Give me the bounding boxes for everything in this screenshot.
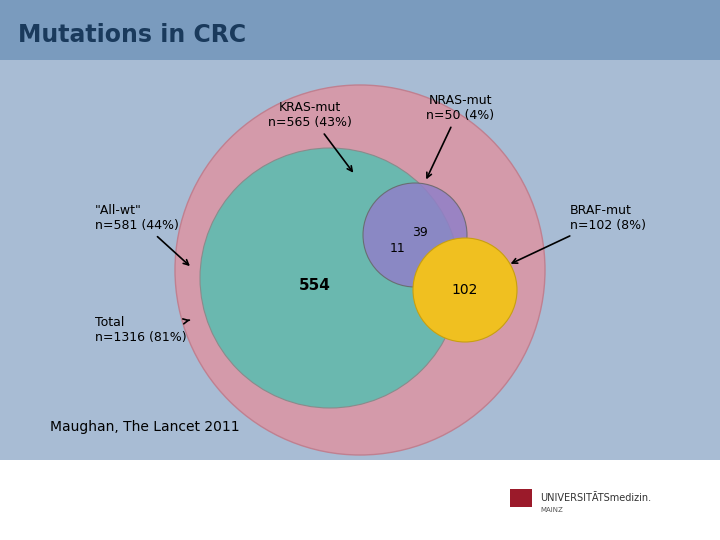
Text: Mutations in CRC: Mutations in CRC [18,23,246,47]
Text: MAINZ: MAINZ [540,507,563,513]
Text: 102: 102 [452,283,478,297]
Ellipse shape [200,148,460,408]
Bar [510,489,532,507]
Bar [0,0,720,60]
Ellipse shape [363,183,467,287]
Text: 39: 39 [412,226,428,239]
Bar [0,460,720,540]
Text: 554: 554 [299,278,331,293]
Text: NRAS-mut
n=50 (4%): NRAS-mut n=50 (4%) [426,94,494,178]
Text: 11: 11 [390,241,406,254]
Ellipse shape [175,85,545,455]
Text: BRAF-mut
n=102 (8%): BRAF-mut n=102 (8%) [512,204,646,263]
Text: Total
n=1316 (81%): Total n=1316 (81%) [95,316,189,344]
Text: "All-wt"
n=581 (44%): "All-wt" n=581 (44%) [95,204,189,265]
Text: Maughan, The Lancet 2011: Maughan, The Lancet 2011 [50,420,240,434]
Ellipse shape [413,238,517,342]
Text: UNIVERSITĀTSmedizin.: UNIVERSITĀTSmedizin. [540,493,651,503]
Text: KRAS-mut
n=565 (43%): KRAS-mut n=565 (43%) [268,101,352,171]
